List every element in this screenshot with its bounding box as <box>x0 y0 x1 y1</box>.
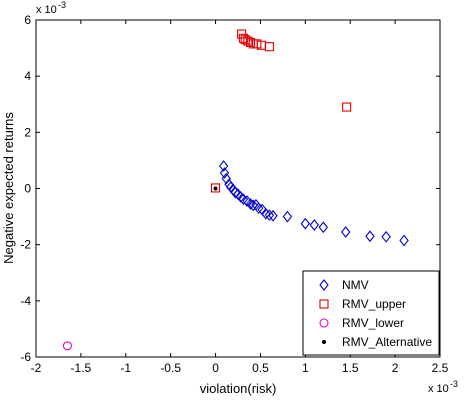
x-tick-label: 1 <box>302 361 309 375</box>
y-exponent-base: x 10 <box>36 4 57 16</box>
y-tick-label: 4 <box>24 69 31 83</box>
data-point <box>248 199 258 212</box>
data-point <box>62 341 72 351</box>
data-point <box>221 172 232 185</box>
data-point <box>300 217 311 230</box>
legend-marker <box>319 279 329 291</box>
legend-item: RMV_upper <box>319 297 406 311</box>
legend-label: RMV_upper <box>342 297 406 311</box>
x-exponent-label: x 10 -3 <box>428 379 458 395</box>
x-axis-title: violation(risk) <box>200 381 277 396</box>
y-tick-label: -4 <box>20 294 31 308</box>
data-point <box>235 191 246 203</box>
legend-marker <box>319 318 329 328</box>
data-point <box>342 102 352 112</box>
legend-label: NMV <box>342 278 369 292</box>
series-rmv-alternative <box>213 186 218 191</box>
series-rmv-upper <box>211 29 352 193</box>
legend: NMV RMV_upper RMV_lower RMV_Alternative <box>302 270 440 356</box>
y-exponent-power: -3 <box>58 0 66 10</box>
y-tick-label: -6 <box>20 350 31 364</box>
series-rmv-lower <box>62 341 72 351</box>
data-point <box>318 221 328 234</box>
legend-item: RMV_lower <box>319 316 404 330</box>
x-tick-label: 0 <box>212 361 219 375</box>
y-axis-title: Negative expected returns <box>1 112 16 264</box>
legend-marker <box>319 299 329 309</box>
legend-item: RMV_Alternative <box>322 335 432 349</box>
data-point <box>211 183 221 193</box>
data-point <box>309 219 320 231</box>
data-point <box>219 167 230 179</box>
data-point <box>243 36 253 46</box>
y-exponent-label: x 10 -3 <box>36 0 66 16</box>
y-tick-label: 0 <box>24 182 31 196</box>
y-tick-label: 2 <box>24 125 31 139</box>
y-tick-label: 6 <box>24 13 31 27</box>
data-point <box>268 209 278 222</box>
x-exponent-base: x 10 <box>428 383 449 395</box>
x-tick-label: -1 <box>120 361 131 375</box>
x-axis-ticks: -2 -1.5 -1 -0.5 0 0.5 1 1.5 2 2.5 <box>31 20 449 375</box>
x-tick-label: 0.5 <box>252 361 269 375</box>
x-tick-label: -1.5 <box>71 361 92 375</box>
data-point <box>365 230 375 243</box>
data-point <box>264 42 274 52</box>
x-tick-label: -2 <box>31 361 42 375</box>
series-nmv <box>218 160 409 247</box>
x-exponent-power: -3 <box>450 379 458 389</box>
data-point <box>381 230 391 243</box>
y-axis-ticks: -6 -4 -2 0 2 4 6 <box>20 13 440 364</box>
legend-label: RMV_Alternative <box>342 335 432 349</box>
data-point <box>399 234 409 247</box>
data-points <box>62 29 409 351</box>
data-point <box>218 160 229 172</box>
x-tick-label: 1.5 <box>342 361 359 375</box>
data-point <box>245 198 256 210</box>
data-point <box>230 186 241 199</box>
data-point <box>264 209 275 222</box>
x-tick-label: 2.5 <box>432 361 449 375</box>
x-tick-label: -0.5 <box>160 361 181 375</box>
legend-item: NMV <box>319 278 369 292</box>
x-tick-label: 2 <box>392 361 399 375</box>
data-point <box>282 210 293 223</box>
data-point <box>246 37 256 48</box>
data-point <box>341 226 351 238</box>
y-tick-label: -2 <box>20 238 31 252</box>
data-point <box>213 186 218 191</box>
legend-marker <box>322 340 326 344</box>
legend-label: RMV_lower <box>342 316 404 330</box>
